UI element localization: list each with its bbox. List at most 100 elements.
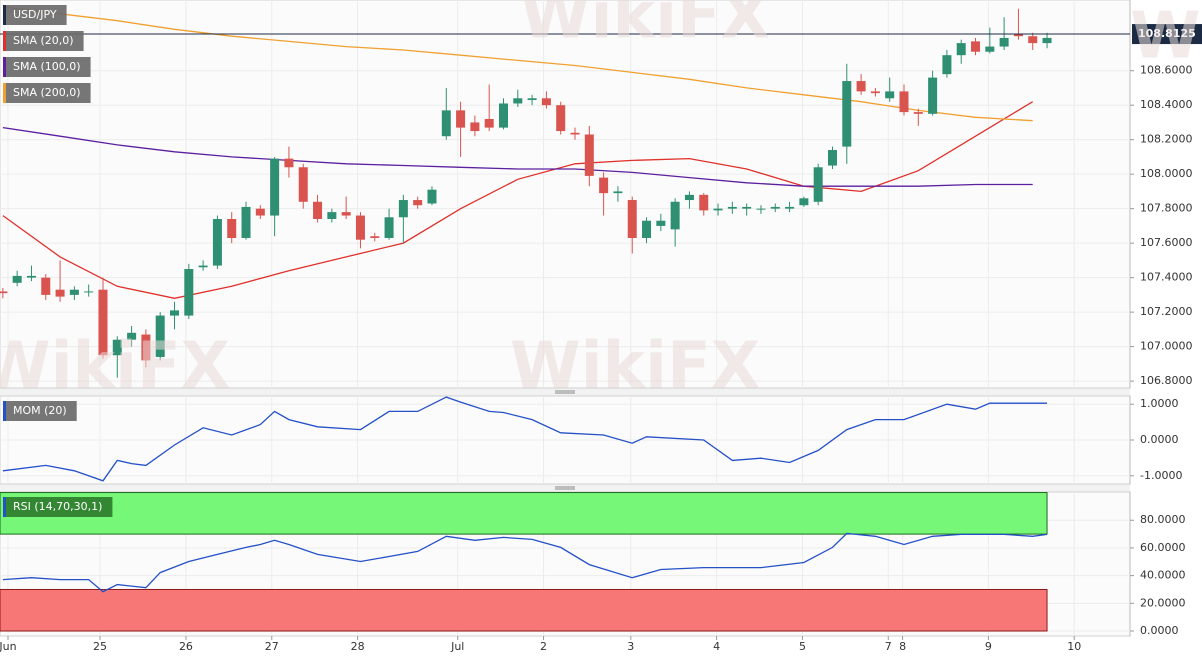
legend-box[interactable] — [3, 83, 91, 103]
candle-body — [613, 191, 623, 194]
x-tick-label: 9 — [985, 640, 992, 653]
candle-body — [284, 158, 294, 168]
y-tick-label: 107.2000 — [1140, 305, 1193, 318]
zone — [0, 588, 1048, 632]
candle-body — [985, 46, 995, 52]
candle-body — [255, 208, 265, 216]
y-tick-label: 80.0000 — [1140, 513, 1186, 526]
candle-body — [498, 103, 508, 128]
x-tick-label: 27 — [265, 640, 279, 653]
watermark: WikiFX — [1130, 0, 1202, 74]
legend-swatch — [3, 31, 6, 51]
candle-body — [456, 110, 466, 128]
y-tick-label: 20.0000 — [1140, 596, 1186, 609]
candle-body — [170, 310, 180, 316]
candle-body — [413, 200, 423, 206]
candle-body — [684, 194, 694, 201]
candle-body — [427, 189, 437, 204]
legend-swatch — [3, 401, 6, 421]
y-tick-label: 108.4000 — [1140, 98, 1193, 111]
candle-body — [1042, 37, 1052, 44]
x-tick-label: 2 — [540, 640, 547, 653]
watermarks: WikiFX WikiFX WikiFX WikiFX — [0, 0, 1202, 404]
candle-body — [856, 81, 866, 92]
candle-body — [55, 289, 65, 297]
x-tick-label: 25 — [93, 640, 107, 653]
y-tick-label: 107.4000 — [1140, 271, 1193, 284]
indicator-line — [2, 6, 1033, 122]
candle-body — [270, 158, 280, 216]
candle-body — [341, 212, 351, 216]
candle-body — [41, 277, 51, 295]
candle-body — [298, 167, 308, 202]
candle-body — [155, 315, 165, 357]
separator[interactable] — [0, 388, 1130, 396]
candle-body — [227, 219, 237, 238]
candle-body — [1013, 34, 1023, 37]
y-tick-label: 60.0000 — [1140, 541, 1186, 554]
x-tick-label: 5 — [799, 640, 806, 653]
panel: 80.0000 60.0000 40.0000 20.0000 0.0000 RSI (1… — [0, 491, 1186, 637]
candle-body — [212, 219, 222, 266]
candle-body — [241, 206, 251, 238]
legend-box[interactable] — [3, 401, 77, 421]
candle-body — [127, 332, 137, 340]
candle-body — [556, 105, 566, 132]
candle-body — [656, 220, 666, 226]
candle-body — [69, 289, 79, 295]
candle-body — [827, 150, 837, 166]
candle-body — [513, 98, 523, 104]
candle-body — [928, 77, 938, 114]
candle-body — [642, 220, 652, 238]
y-tick-label: 1.0000 — [1140, 397, 1179, 410]
candle-body — [599, 177, 609, 194]
candle-body — [584, 134, 594, 176]
candle-body — [112, 339, 122, 356]
y-tick-label: 107.8000 — [1140, 202, 1193, 215]
x-tick-label: 28 — [351, 640, 365, 653]
zone — [0, 492, 1048, 535]
watermark: WikiFX — [520, 0, 770, 54]
panel: 1.0000 0.0000 -1.0000 MOM (20) — [0, 395, 1182, 485]
candle-body — [913, 112, 923, 114]
candle-body — [198, 265, 208, 268]
legend-swatch — [3, 57, 6, 77]
last-price-box — [1132, 24, 1202, 45]
candle-body — [870, 91, 880, 94]
legend-box[interactable] — [3, 497, 113, 517]
candle-body — [370, 236, 380, 238]
candle-body — [756, 208, 766, 210]
y-tick-label: 106.8000 — [1140, 374, 1193, 387]
separator[interactable] — [0, 484, 1130, 492]
candle-body — [313, 201, 323, 220]
y-tick-label: 40.0000 — [1140, 569, 1186, 582]
candle-body — [1028, 36, 1038, 44]
candle-body — [799, 198, 809, 206]
legend-box[interactable] — [3, 31, 84, 51]
legend-label: SMA (20,0) — [13, 34, 74, 47]
candle-body — [971, 41, 981, 52]
candle-body — [813, 167, 823, 202]
x-tick-label: 3 — [627, 640, 634, 653]
x-tick-label: Jul — [450, 640, 464, 653]
y-tick-label: 108.2000 — [1140, 133, 1193, 146]
candle-body — [0, 291, 8, 294]
legend-box[interactable] — [3, 5, 67, 25]
indicator-line — [2, 101, 1034, 299]
watermark: WikiFX — [0, 330, 230, 404]
y-tick-label: 108.0000 — [1140, 167, 1193, 180]
candle-body — [184, 269, 194, 316]
x-tick-label: 4 — [713, 640, 720, 653]
candle-body — [141, 334, 151, 361]
legend-label: RSI (14,70,30,1) — [13, 500, 102, 513]
candle-body — [899, 91, 909, 113]
indicator-line — [2, 126, 1033, 187]
candle-body — [842, 81, 852, 147]
legend-box[interactable] — [3, 57, 91, 77]
candle-body — [98, 289, 108, 356]
candle-body — [885, 91, 895, 99]
candle-body — [727, 206, 737, 209]
candle-body — [541, 98, 551, 106]
candle-body — [398, 200, 408, 218]
candle-body — [327, 212, 337, 220]
